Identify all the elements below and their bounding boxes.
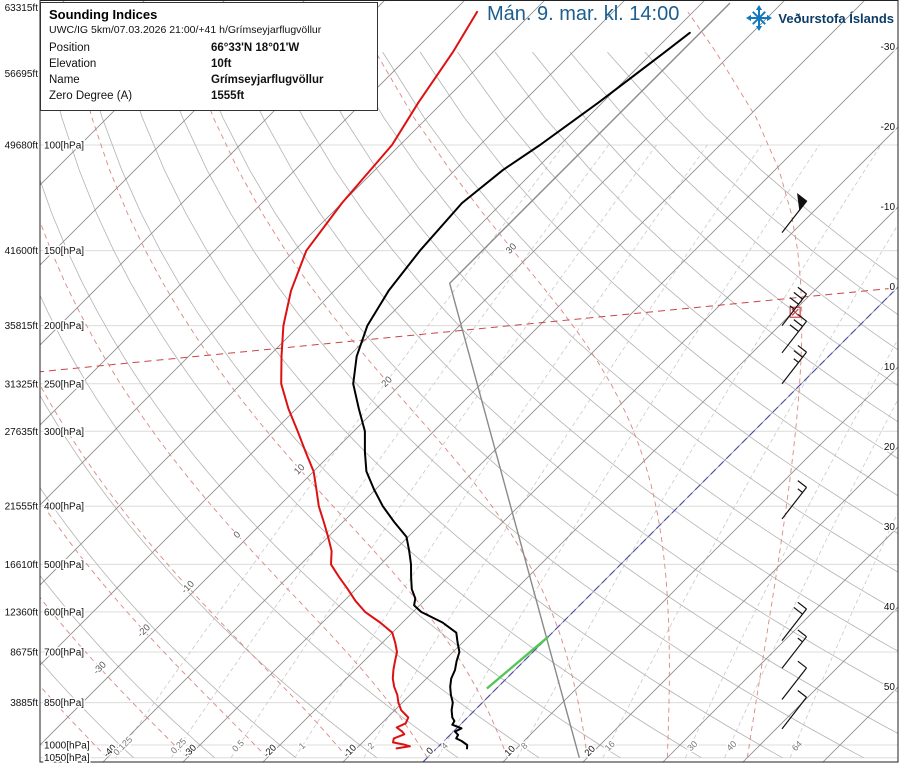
svg-text:500[hPa]: 500[hPa]	[44, 560, 84, 571]
info-row-value: Grímseyjarflugvöllur	[211, 74, 324, 86]
info-row-label: Zero Degree (A)	[49, 90, 133, 102]
svg-text:31325ft: 31325ft	[5, 379, 39, 390]
vedurstofa-logo: Veðurstofa Íslands	[746, 5, 894, 31]
svg-text:30: 30	[884, 522, 896, 533]
svg-text:700[hPa]: 700[hPa]	[44, 648, 84, 659]
svg-text:12360ft: 12360ft	[5, 607, 39, 618]
svg-text:0.125: 0.125	[111, 734, 134, 757]
svg-text:8: 8	[519, 741, 530, 752]
plot-frame	[39, 0, 899, 763]
svg-text:0.5: 0.5	[230, 738, 246, 754]
info-row: Position 66°33'N 18°01'W	[49, 40, 369, 56]
info-box-subtitle: UWC/IG 5km/07.03.2026 21:00/+41 h/Grímse…	[49, 24, 322, 36]
svg-text:0: 0	[889, 282, 895, 293]
vedurstofa-logo-icon	[746, 5, 773, 31]
info-row-label: Position	[49, 42, 90, 54]
svg-text:1: 1	[297, 741, 308, 752]
svg-text:40: 40	[724, 739, 738, 753]
svg-text:35815ft: 35815ft	[5, 321, 39, 332]
svg-text:0: 0	[232, 529, 244, 541]
svg-text:41600ft: 41600ft	[5, 246, 39, 257]
info-row: Zero Degree (A) 1555ft	[49, 88, 369, 104]
temperature-curve	[352, 31, 691, 750]
svg-text:8675ft: 8675ft	[10, 648, 38, 659]
svg-text:100[hPa]: 100[hPa]	[44, 141, 84, 152]
svg-text:10: 10	[292, 462, 307, 477]
svg-text:250[hPa]: 250[hPa]	[44, 379, 84, 390]
svg-text:2: 2	[365, 741, 376, 752]
info-row-value: 1555ft	[211, 90, 245, 102]
vedurstofa-logo-text: Veðurstofa Íslands	[778, 10, 894, 26]
svg-text:21555ft: 21555ft	[5, 502, 39, 513]
svg-text:-10: -10	[881, 202, 896, 213]
info-box-rows: Position 66°33'N 18°01'W Elevation 10ft Name…	[49, 40, 369, 104]
svg-text:30: 30	[504, 241, 519, 256]
svg-text:400[hPa]: 400[hPa]	[44, 502, 84, 513]
svg-text:-20: -20	[881, 122, 896, 133]
svg-text:-30: -30	[881, 42, 896, 53]
svg-text:1000[hPa]: 1000[hPa]	[44, 740, 90, 751]
svg-text:16: 16	[603, 739, 617, 753]
info-row: Elevation 10ft	[49, 56, 369, 72]
info-row: Name Grímseyjarflugvöllur	[49, 72, 369, 88]
svg-text:200[hPa]: 200[hPa]	[44, 321, 84, 332]
valid-datetime-label: Mán. 9. mar. kl. 14:00	[487, 3, 680, 25]
svg-text:300[hPa]: 300[hPa]	[44, 427, 84, 438]
svg-text:49680ft: 49680ft	[5, 141, 39, 152]
svg-text:-10: -10	[179, 579, 196, 596]
svg-text:150[hPa]: 150[hPa]	[44, 246, 84, 257]
svg-text:63315ft: 63315ft	[5, 3, 39, 14]
info-row-value: 10ft	[211, 58, 232, 70]
sounding-indices-box: Sounding Indices UWC/IG 5km/07.03.2026 2…	[40, 2, 378, 111]
svg-text:27635ft: 27635ft	[5, 427, 39, 438]
info-box-title: Sounding Indices	[49, 7, 158, 22]
svg-text:30: 30	[685, 739, 699, 753]
dewpoint-curve	[280, 10, 479, 750]
svg-text:10: 10	[884, 362, 896, 373]
info-row-value: 66°33'N 18°01'W	[211, 42, 300, 54]
info-row-label: Name	[49, 74, 80, 86]
svg-text:-30: -30	[91, 660, 108, 677]
svg-text:50: 50	[884, 682, 896, 693]
svg-text:40: 40	[884, 602, 896, 613]
wind-barbs	[781, 192, 808, 730]
svg-text:3885ft: 3885ft	[10, 698, 38, 709]
svg-text:20: 20	[583, 744, 598, 759]
svg-text:64: 64	[790, 739, 804, 753]
svg-text:56695ft: 56695ft	[5, 69, 39, 80]
svg-text:600[hPa]: 600[hPa]	[44, 607, 84, 618]
svg-text:16610ft: 16610ft	[5, 560, 39, 571]
svg-text:4: 4	[439, 741, 450, 752]
svg-text:1050[hPa]: 1050[hPa]	[44, 753, 90, 764]
svg-text:20: 20	[884, 442, 896, 453]
svg-text:850[hPa]: 850[hPa]	[44, 698, 84, 709]
info-row-label: Elevation	[49, 58, 97, 70]
svg-text:10: 10	[503, 744, 518, 759]
